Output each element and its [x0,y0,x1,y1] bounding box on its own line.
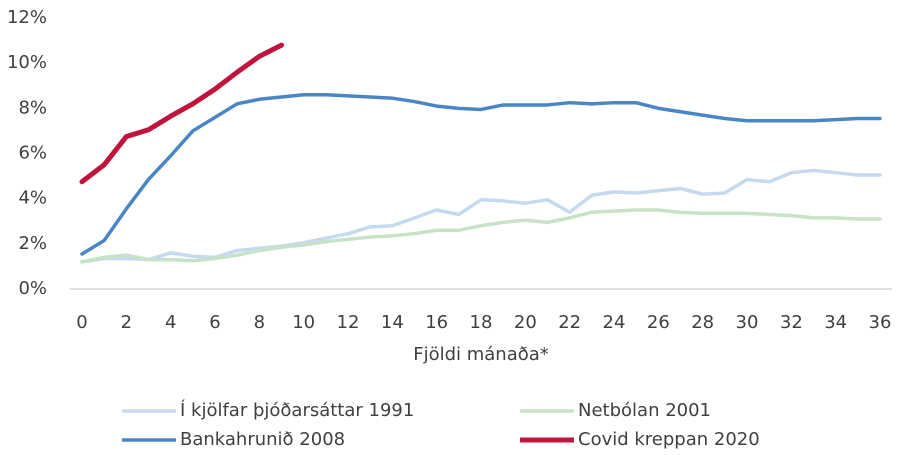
y-tick-label: 8% [18,97,47,118]
x-tick-label: 20 [514,312,537,333]
y-tick-label: 6% [18,143,47,164]
legend-label: Covid kreppan 2020 [578,429,760,450]
line-series [80,168,882,264]
x-tick-label: 24 [603,312,626,333]
x-tick-label: 18 [470,312,493,333]
x-tick-label: 0 [76,312,87,333]
legend-label: Netbólan 2001 [578,400,711,421]
y-tick-label: 10% [7,52,47,73]
x-tick-label: 14 [381,312,404,333]
x-tick-label: 2 [121,312,132,333]
x-tick-label: 8 [254,312,265,333]
x-axis-title: Fjöldi mánaða* [413,344,549,365]
legend-label: Bankahrunið 2008 [180,429,345,450]
x-tick-label: 32 [780,312,803,333]
y-tick-label: 4% [18,188,47,209]
x-tick-label: 12 [337,312,360,333]
x-tick-label: 36 [869,312,892,333]
x-tick-label: 4 [165,312,176,333]
x-tick-label: 28 [691,312,714,333]
y-tick-label: 2% [18,233,47,254]
x-tick-label: 34 [824,312,847,333]
x-tick-label: 6 [209,312,220,333]
line-series [80,208,882,264]
line-series [79,42,284,185]
line-series [80,93,882,256]
x-tick-label: 16 [425,312,448,333]
y-tick-label: 12% [7,7,47,28]
x-tick-label: 26 [647,312,670,333]
y-tick-label: 0% [18,278,47,299]
x-tick-label: 22 [558,312,581,333]
x-tick-label: 10 [292,312,315,333]
legend-label: Í kjölfar þjóðarsáttar 1991 [180,399,414,421]
x-tick-label: 30 [736,312,759,333]
